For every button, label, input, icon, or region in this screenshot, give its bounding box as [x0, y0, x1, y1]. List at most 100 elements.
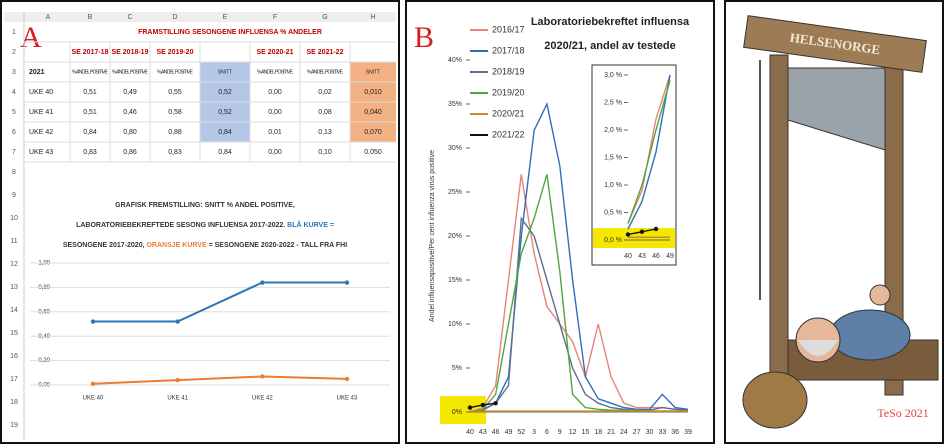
x-tick-label: 40	[624, 253, 632, 260]
chart-title: Laboratoriebekreftet influensa	[531, 16, 690, 28]
point	[653, 226, 659, 232]
column-header: B	[88, 14, 93, 21]
point	[625, 232, 631, 237]
row-number: 4	[12, 89, 16, 96]
row-number: 3	[12, 69, 16, 76]
point	[639, 229, 645, 234]
basket	[742, 371, 808, 429]
legend-label: 2018/19	[492, 66, 525, 76]
x-tick-label: 40	[466, 429, 474, 436]
y-tick-label: 25%	[448, 189, 462, 196]
x-tick-label: 49	[666, 253, 674, 260]
cell: 0,10	[318, 149, 332, 156]
row-number: 11	[10, 238, 17, 245]
column-header: F	[273, 14, 277, 21]
body	[829, 309, 911, 361]
cell: % ANDEL POSITIVE	[72, 69, 109, 75]
cell: UKE 42	[29, 129, 53, 136]
cell: % ANDEL POSITIVE	[157, 69, 194, 75]
x-tick-label: 30	[646, 429, 654, 436]
column-header: A	[46, 14, 51, 21]
x-tick-label: UKE 40	[83, 396, 104, 402]
legend-label: 2016/17	[492, 24, 525, 34]
point	[493, 401, 498, 406]
point	[90, 319, 96, 324]
series-line	[92, 375, 348, 385]
x-tick-label: 46	[652, 253, 660, 260]
cell: 0,52	[218, 89, 232, 96]
cell: UKE 40	[29, 89, 53, 96]
blade	[787, 67, 886, 151]
caption-segment: BLÅ KURVE =	[287, 220, 334, 229]
series-line	[627, 80, 671, 224]
cell: 0,070	[364, 129, 382, 136]
row-number: 5	[12, 109, 16, 116]
row-number: 19	[10, 422, 18, 429]
caption: LABORATORIEBEKREFTEDE SESONG INFLUENSA 2…	[76, 220, 334, 229]
x-tick-label: UKE 41	[167, 396, 188, 402]
column-header: E	[223, 14, 228, 21]
cell: % ANDEL POSITIVE	[307, 69, 344, 75]
highlight	[593, 228, 675, 248]
cell: UKE 41	[29, 109, 53, 116]
cell: 0,46	[123, 109, 137, 116]
row-number: 8	[12, 169, 16, 176]
cell: 0,050	[364, 149, 382, 156]
caption-segment: = SESONGENE 2020-2022 - TALL FRA FHI	[207, 242, 348, 249]
caption-segment: SESONGENE 2017-2020,	[63, 242, 147, 249]
signature-bg	[870, 400, 935, 428]
y-tick-label: 0%	[452, 409, 462, 416]
cell: 0,83	[168, 149, 182, 156]
x-tick-label: 3	[532, 429, 536, 436]
y-tick-label: 30%	[448, 145, 462, 152]
cell: 0,52	[218, 109, 232, 116]
row-number: 1	[12, 29, 16, 36]
signature: TeSo 2021	[877, 406, 929, 420]
cell: 0,58	[168, 109, 182, 116]
row-number: 12	[10, 261, 18, 268]
y-tick-label: 5%	[452, 365, 462, 372]
cell: 0,88	[168, 129, 182, 136]
sheet-title: FRAMSTILLING SESONGENE INFLUENSA % ANDEL…	[138, 29, 322, 36]
column-header: H	[370, 14, 375, 21]
cell: 0,51	[83, 109, 97, 116]
cell: 0,040	[364, 109, 382, 116]
row-number: 2	[12, 49, 16, 56]
cell: SE 2017-18	[72, 49, 109, 56]
point	[344, 280, 350, 285]
cell: SE 2018-19	[112, 49, 149, 56]
y-axis-label: Andel influensapositive/Per cent influen…	[429, 150, 436, 322]
x-tick-label: 24	[620, 429, 628, 436]
cartoon: HELSENORGE TeSo 2021	[742, 15, 939, 429]
y-tick-label: 2,0 %	[604, 127, 622, 134]
x-tick-label: 33	[658, 429, 666, 436]
column-header: G	[322, 14, 327, 21]
y-tick-label: 0,80	[38, 285, 50, 291]
x-tick-label: 21	[607, 429, 615, 436]
cell: 0,01	[268, 129, 282, 136]
y-tick-label: 2,5 %	[604, 99, 622, 106]
y-tick-label: 40%	[448, 57, 462, 64]
x-tick-label: 12	[569, 429, 577, 436]
series-line	[469, 101, 689, 413]
cell: % ANDEL POSITIVE	[257, 69, 294, 75]
x-tick-label: 9	[558, 429, 562, 436]
cell: 0,86	[123, 149, 137, 156]
x-tick-label: 46	[492, 429, 500, 436]
cell: SE 2019-20	[157, 49, 194, 56]
cell: 0,84	[83, 129, 97, 136]
cell: 0,13	[318, 129, 332, 136]
cell: 0,00	[268, 109, 282, 116]
x-tick-label: 52	[517, 429, 525, 436]
y-tick-label: 20%	[448, 233, 462, 240]
row-number: 18	[10, 399, 18, 406]
y-tick-label: 0,0 %	[604, 237, 622, 244]
panel-label: A	[20, 21, 42, 54]
cell: 0,00	[268, 149, 282, 156]
chart-title: 2020/21, andel av testede	[544, 40, 675, 52]
x-tick-label: 39	[684, 429, 692, 436]
series-line	[469, 216, 689, 413]
x-tick-label: 36	[671, 429, 679, 436]
beard	[798, 340, 838, 356]
y-tick-label: 0,5 %	[604, 209, 622, 216]
